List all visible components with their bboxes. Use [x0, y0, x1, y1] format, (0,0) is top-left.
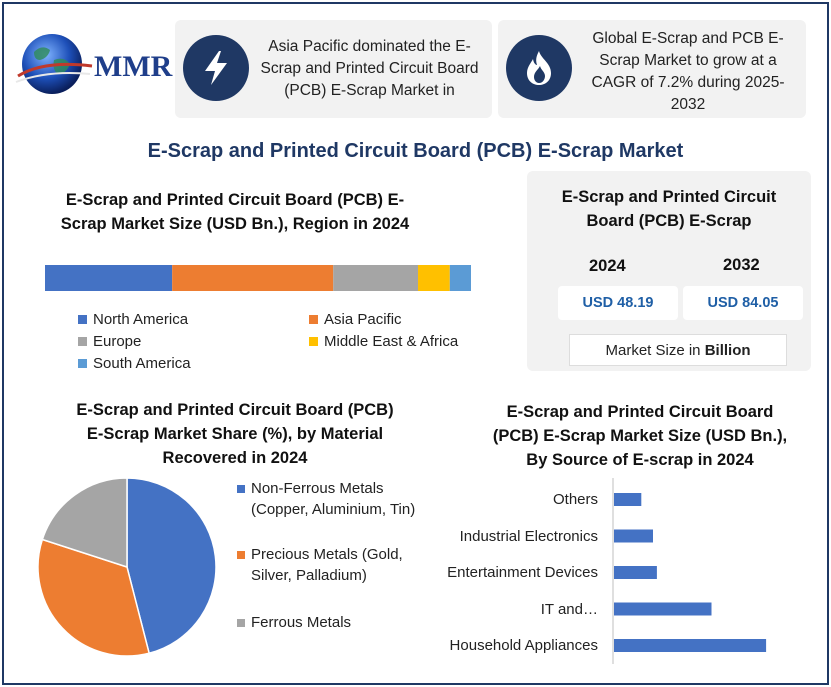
globe-icon [15, 34, 93, 94]
material-pie-chart [37, 477, 217, 657]
legend-label: North America [93, 311, 189, 328]
region-legend-item-asia-pacific: Asia Pacific [309, 311, 402, 328]
legend-label: Precious Metals (Gold, Silver, Palladium… [251, 546, 403, 584]
source-bar-it-and [614, 602, 712, 616]
material-legend-item-ferrous-metals: Ferrous Metals [237, 612, 421, 633]
year-2032: 2032 [723, 256, 760, 274]
source-chart-title: E-Scrap and Printed Circuit Board (PCB) … [492, 403, 788, 469]
legend-swatch [237, 485, 245, 493]
legend-swatch [78, 337, 87, 346]
material-chart-title: E-Scrap and Printed Circuit Board (PCB) … [76, 401, 394, 467]
market-size-unit: Market Size in Billion [569, 334, 787, 366]
lightning-icon [183, 35, 249, 101]
source-category-label: Industrial Electronics [459, 527, 598, 545]
page-title: E-Scrap and Printed Circuit Board (PCB) … [147, 140, 684, 162]
info-box-dominance: Asia Pacific dominated the E-Scrap and P… [175, 20, 492, 118]
pie-slice-precious-metals-gold-silver-palladium [37, 538, 151, 657]
legend-label: Asia Pacific [324, 311, 402, 328]
source-category-label: Others [552, 491, 598, 508]
region-legend-item-north-america: North America [78, 311, 188, 328]
info-text-cagr: Global E-Scrap and PCB E-Scrap Market to… [591, 30, 785, 113]
source-bar-others [614, 493, 642, 506]
legend-label: Non-Ferrous Metals (Copper, Aluminium, T… [251, 480, 416, 518]
market-size-panel: E-Scrap and Printed Circuit Board (PCB) … [527, 171, 811, 371]
year-2024: 2024 [589, 257, 626, 275]
flame-icon [506, 35, 572, 101]
legend-swatch [309, 315, 318, 324]
region-legend-item-middle-east-africa: Middle East & Africa [309, 333, 458, 350]
legend-label: Ferrous Metals [251, 614, 352, 631]
source-category-label: IT and… [540, 600, 598, 618]
legend-swatch [309, 337, 318, 346]
info-box-cagr: Global E-Scrap and PCB E-Scrap Market to… [498, 20, 806, 118]
info-text-dominance: Asia Pacific dominated the E-Scrap and P… [260, 38, 479, 99]
source-bar-industrial-electronics [614, 529, 653, 543]
source-category-label: Household Appliances [449, 637, 598, 654]
legend-swatch [78, 359, 87, 368]
source-category-label: Entertainment Devices [447, 564, 598, 581]
source-bar-household-appliances [614, 639, 767, 652]
logo-text: MMR [94, 50, 173, 83]
pie-slice-ferrous-metals [41, 477, 128, 569]
value-2032: USD 84.05 [683, 286, 803, 320]
legend-label: South America [93, 355, 191, 372]
region-stacked-bar [45, 265, 471, 291]
legend-swatch [78, 315, 87, 324]
legend-label: Europe [93, 333, 142, 350]
material-legend-item-precious-metals-gold-silver-palladium: Precious Metals (Gold, Silver, Palladium… [237, 544, 421, 586]
legend-swatch [237, 619, 245, 627]
value-2024: USD 48.19 [558, 286, 678, 320]
region-legend-item-south-america: South America [78, 355, 191, 372]
region-bar-segment-europe [333, 265, 419, 291]
pie-slice-non-ferrous-metals-copper-aluminium-tin [126, 477, 217, 655]
legend-label: Middle East & Africa [324, 333, 459, 350]
market-panel-title: E-Scrap and Printed Circuit Board (PCB) … [561, 188, 777, 230]
region-bar-segment-north-america [45, 265, 173, 291]
legend-swatch [237, 551, 245, 559]
source-bar-entertainment-devices [614, 566, 657, 579]
region-bar-segment-middle-east-africa [418, 265, 450, 291]
region-bar-segment-south-america [449, 265, 471, 291]
logo: MMR [14, 30, 174, 102]
material-legend-item-non-ferrous-metals-copper-aluminium-tin: Non-Ferrous Metals (Copper, Aluminium, T… [237, 478, 421, 520]
region-chart-title: E-Scrap and Printed Circuit Board (PCB) … [60, 191, 410, 233]
region-bar-segment-asia-pacific [172, 265, 334, 291]
source-bar-chart [612, 478, 767, 664]
region-legend-item-europe: Europe [78, 333, 141, 350]
